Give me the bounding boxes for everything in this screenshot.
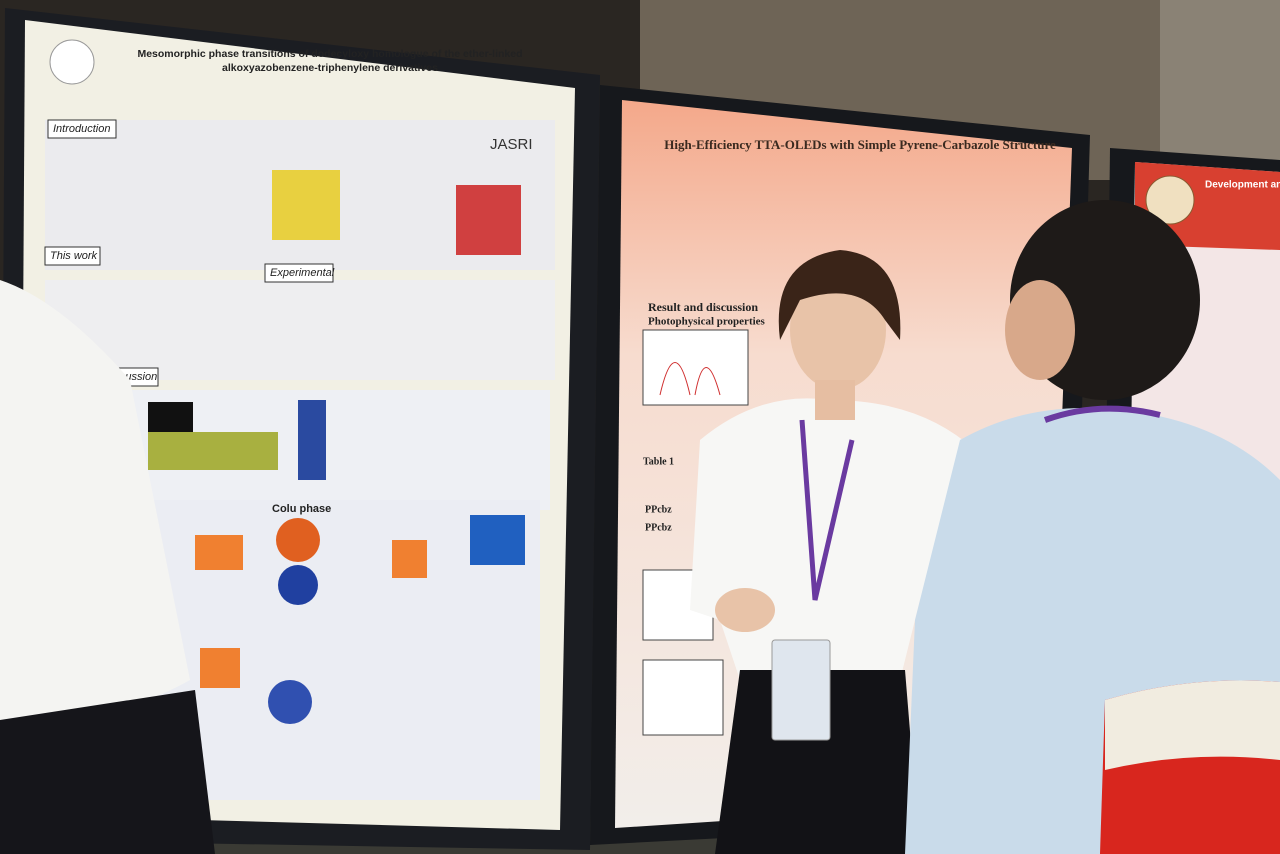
woman-face — [790, 270, 886, 390]
poster-title: Mesomorphic phase transitions of dodecyl… — [137, 48, 522, 60]
section-box — [47, 119, 117, 139]
logo — [1145, 175, 1195, 225]
figure-curve — [659, 362, 721, 396]
figure — [278, 565, 318, 605]
poster-panel — [45, 280, 555, 380]
poster-title: High-Efficiency TTA-OLEDs with Simple Py… — [664, 137, 1056, 152]
section-heading: Experimental — [270, 267, 335, 279]
logo — [49, 39, 95, 85]
poster-title: Development and — [1205, 180, 1280, 191]
table-row-label: PPcbz — [645, 522, 672, 533]
figure — [148, 432, 278, 470]
person-trousers — [0, 690, 215, 854]
figure — [298, 400, 326, 480]
subsection-heading: Photophysical properties — [648, 316, 766, 328]
figure — [392, 540, 427, 578]
figure — [470, 515, 525, 565]
lanyard — [799, 419, 855, 601]
cooler-lid — [1105, 680, 1280, 770]
name-badge — [771, 639, 831, 741]
wall-panel — [1160, 0, 1280, 170]
lanyard — [1043, 405, 1161, 423]
figure — [276, 518, 320, 562]
section-heading: Result and discussion — [648, 300, 758, 314]
section-box — [264, 263, 334, 283]
table-caption: Table 1 — [643, 456, 674, 467]
section-heading: Introduction — [53, 123, 110, 135]
figure — [195, 535, 243, 570]
logo-text: JASRI — [490, 136, 533, 153]
figure — [272, 170, 340, 240]
table-row-label: PPcbz — [645, 504, 672, 515]
section-heading: This work — [50, 250, 98, 262]
person-shirt — [0, 280, 190, 730]
poster-title: alkoxyazobenzene-triphenylene derivative… — [222, 62, 438, 74]
figure — [200, 648, 240, 688]
figure — [268, 680, 312, 724]
woman-hand — [715, 588, 775, 632]
woman-neck — [815, 380, 855, 420]
man-face — [1005, 280, 1075, 380]
section-heading: Colu phase — [272, 503, 331, 515]
figure — [642, 659, 724, 736]
section-box — [44, 246, 101, 266]
woman-skirt — [715, 670, 920, 854]
woman-hair — [778, 250, 901, 340]
figure — [456, 185, 521, 255]
